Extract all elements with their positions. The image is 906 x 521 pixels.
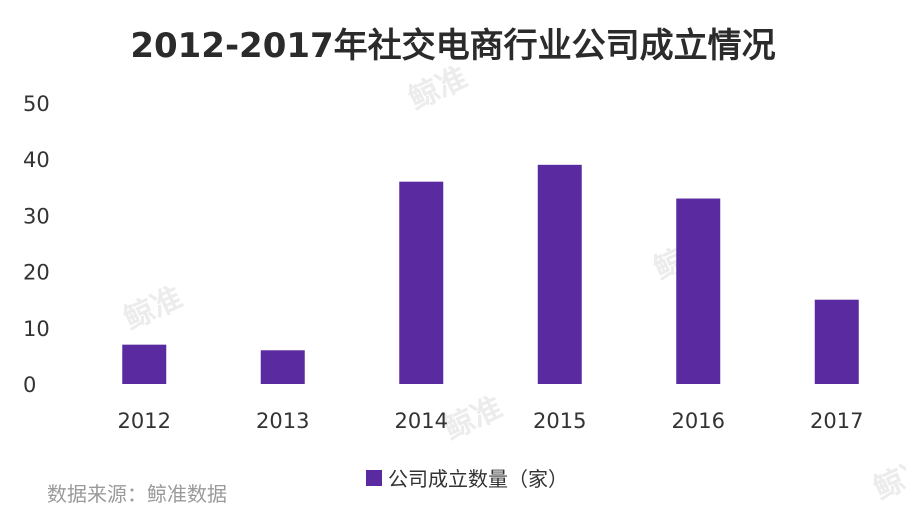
bar-2013 — [260, 350, 305, 384]
x-axis-ticks: 2012 2013 2014 2015 2016 2017 — [118, 409, 864, 433]
x-tick-label: 2012 — [118, 409, 171, 433]
watermark-logo: 鲸准 — [439, 390, 508, 447]
chart-title: 2012-2017年社交电商行业公司成立情况 — [130, 26, 776, 66]
bar-2016 — [676, 198, 721, 384]
watermark-layer: 鲸准鲸准鲸准鲸准鲸准 — [119, 60, 906, 507]
y-tick-label: 20 — [23, 261, 50, 285]
x-tick-label: 2015 — [533, 409, 586, 433]
bar-2017 — [814, 299, 859, 384]
y-tick-label: 50 — [23, 92, 50, 116]
y-tick-label: 0 — [23, 373, 36, 397]
y-tick-label: 40 — [23, 148, 50, 172]
y-axis-ticks: 0 10 20 30 40 50 — [23, 92, 50, 397]
legend: 公司成立数量（家） — [366, 463, 568, 492]
watermark-logo: 鲸准 — [404, 60, 473, 117]
legend-swatch — [366, 469, 382, 486]
x-tick-label: 2017 — [810, 409, 863, 433]
legend-label: 公司成立数量（家） — [388, 467, 568, 491]
watermark-logo: 鲸准 — [869, 450, 906, 507]
x-tick-label: 2013 — [256, 409, 309, 433]
bar-2014 — [399, 181, 444, 384]
watermark-logo: 鲸准 — [119, 280, 188, 337]
bar-2015 — [537, 164, 582, 384]
y-tick-label: 10 — [23, 317, 50, 341]
y-tick-label: 30 — [23, 204, 50, 228]
x-tick-label: 2014 — [395, 409, 448, 433]
bars — [122, 164, 859, 384]
source-note: 数据来源：鲸准数据 — [47, 482, 227, 506]
x-tick-label: 2016 — [672, 409, 725, 433]
bar-2012 — [122, 344, 167, 384]
